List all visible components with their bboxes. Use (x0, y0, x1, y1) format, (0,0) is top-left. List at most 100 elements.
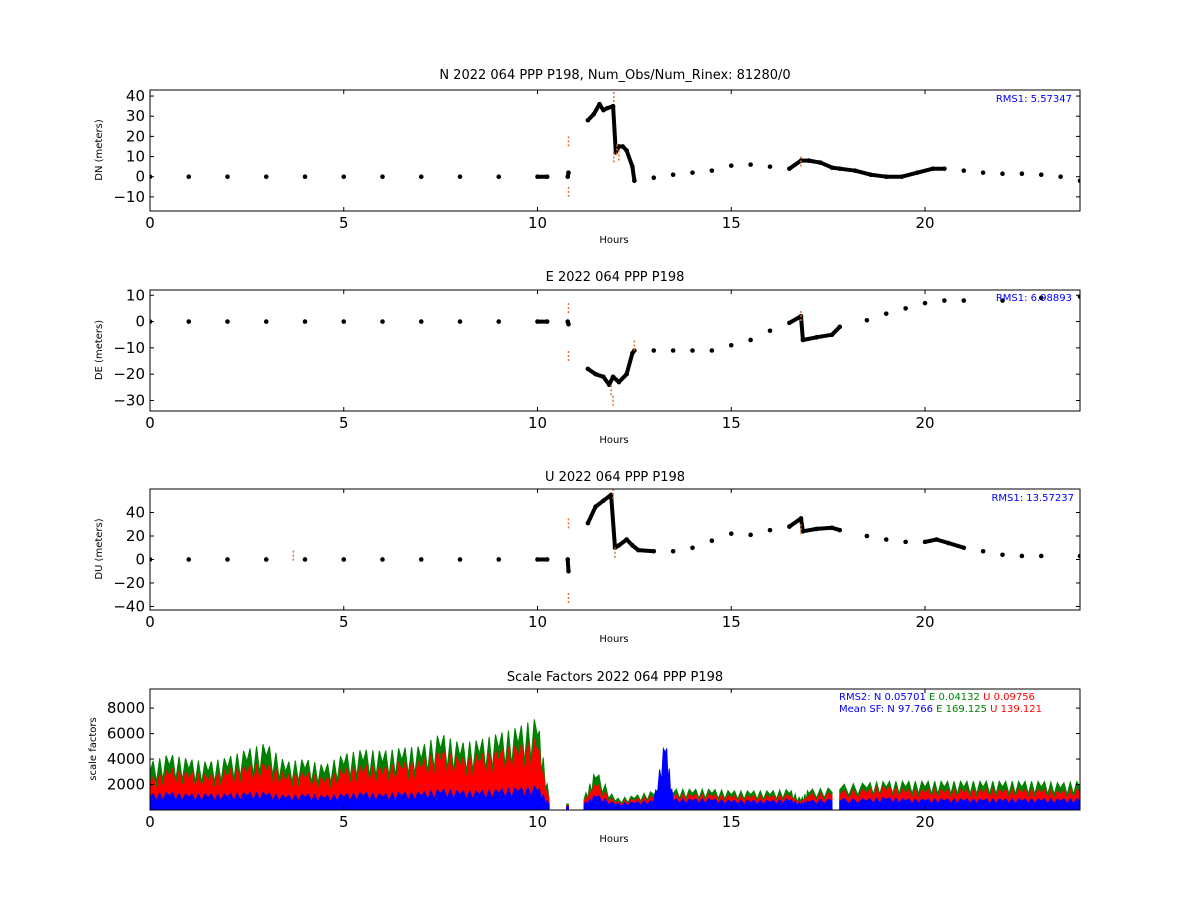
panel-up-point-black (883, 537, 889, 542)
panel-north-point-black (852, 168, 858, 173)
panel-north-point-black (302, 174, 308, 180)
panel-east-point-black (767, 328, 773, 334)
panel-scale-ytick-label: 2000 (107, 776, 145, 794)
panel-scale-marks (150, 719, 1080, 810)
panel-scale-band-blue (566, 805, 569, 810)
panel-north-point-black (341, 174, 347, 180)
panel-up-point-black (922, 539, 928, 545)
panel-east-marks (150, 294, 1080, 406)
panel-up-point-black (798, 516, 804, 521)
panel-scale-title: Scale Factors 2022 064 PPP P198 (507, 670, 723, 685)
panel-up-xlabel: Hours (599, 634, 628, 645)
panel-east-point-black (263, 319, 269, 324)
panel-east-ylabel: DE (meters) (94, 320, 105, 380)
panel-up-point-black (837, 527, 843, 533)
panel-scale-ytick-label: 6000 (107, 725, 145, 743)
panel-east-ticks: 0 5 10 15 20 10 0 −10 −20 −30 (113, 286, 1080, 432)
panel-east-point-black (593, 371, 598, 377)
legend-line: RMS2: N 0.05701 E 0.04132 U 0.09756 (839, 692, 1035, 703)
panel-east-ytick-label: 0 (135, 313, 145, 331)
panel-up-point-black (787, 524, 792, 529)
panel-north-point-black (1038, 172, 1044, 177)
legend-entry: Mean SF: N 97.766 (839, 704, 933, 715)
panel-north-frame (149, 89, 1081, 212)
panel-east-point-black (903, 306, 908, 311)
panel-east-point-black (942, 298, 947, 303)
panel-up-point-black (961, 545, 967, 551)
panel-north-point-black (225, 174, 230, 180)
panel-north-ytick-label: 30 (126, 107, 145, 125)
panel-up-point-black (635, 547, 641, 553)
panel-east-rms: RMS1: 6.98893 (996, 293, 1072, 304)
panel-up-point-black (225, 557, 230, 562)
panel-north-point-black (380, 174, 385, 180)
panel-up-point-black (341, 557, 347, 562)
panel-north-point-black (961, 168, 967, 173)
panel-north-point-black (914, 170, 920, 175)
panel-east-point-black (601, 374, 606, 380)
panel-east-point-black (610, 374, 616, 380)
panel-east-point-black (829, 332, 835, 338)
panel-north-point-black (535, 174, 540, 180)
panel-scale-band-blue (839, 796, 1080, 810)
panel-north-point-black (1000, 171, 1005, 176)
panel-up-marks (150, 489, 1081, 603)
panel-up-point-black (670, 548, 676, 554)
panel-east-xlabel: Hours (599, 435, 628, 446)
legend-line: Mean SF: N 97.766 E 169.125 U 139.121 (839, 704, 1042, 715)
panel-up-point-black (829, 525, 835, 531)
panel-scale-xtick-label: 0 (145, 813, 155, 831)
panel-east-point-black (800, 337, 806, 343)
panel-north-point-black (601, 107, 606, 113)
panel-up-point-black (748, 532, 753, 538)
panel-east-xtick-label: 15 (722, 414, 741, 432)
panel-north-point-black (930, 166, 936, 171)
legend-entry: RMS2: N 0.05701 (839, 692, 926, 703)
panel-north-ylabel: DN (meters) (94, 119, 105, 181)
panel-up-xtick-label: 10 (528, 613, 547, 631)
panel-up-ylabel: DU (meters) (94, 518, 105, 579)
panel-east-point-black (544, 319, 550, 324)
panel-north-point-black (837, 166, 843, 171)
panel-east: E 2022 064 PPP P198 DE (meters) Hours RM… (94, 270, 1081, 446)
panel-up-point-black (601, 498, 606, 504)
panel-east-point-black (748, 337, 753, 343)
panel-north-point-black (186, 174, 192, 180)
legend-entry: U 0.09756 (980, 692, 1035, 703)
panel-up-point-black (624, 537, 629, 542)
panel-north-point-black (632, 178, 637, 184)
panel-up-xtick-label: 20 (915, 613, 934, 631)
panel-up-point-black (980, 548, 986, 554)
panel-east-point-black (380, 319, 385, 324)
panel-north-xtick-label: 0 (145, 214, 155, 232)
panel-up-point-black (934, 537, 939, 542)
panel-north-point-black (630, 164, 635, 169)
panel-up-xtick-label: 5 (339, 613, 349, 631)
panel-north-point-black (616, 144, 622, 149)
panel-east-point-black (566, 321, 571, 327)
panel-north-point-black (806, 158, 812, 163)
panel-north-point-black (670, 172, 676, 177)
panel-scale-xtick-label: 10 (528, 813, 547, 831)
panel-east-point-black (690, 348, 695, 353)
panel-up-trace-black (538, 495, 1081, 571)
panel-north-point-black (767, 164, 773, 169)
panel-up-point-black (651, 548, 657, 554)
panel-north-point-black (624, 148, 629, 153)
panel-up-point-black (616, 543, 622, 548)
panel-north-point-black (748, 162, 753, 167)
panel-north-point-black (1077, 178, 1080, 184)
panel-north-title: N 2022 064 PPP P198, Num_Obs/Num_Rinex: … (439, 68, 790, 83)
panel-north-point-black (585, 117, 591, 123)
panel-up-point-black (814, 526, 819, 532)
panel-north-ytick-label: 20 (126, 127, 145, 145)
panel-north-point-black (980, 170, 986, 175)
panel-east-point-black (225, 319, 230, 324)
panel-north-point-black (263, 174, 269, 180)
panel-east-point-black (922, 300, 928, 306)
panel-up-point-black (566, 568, 571, 574)
panel-up-rms: RMS1: 13.57237 (991, 493, 1074, 504)
panel-scale-xtick-label: 15 (722, 813, 741, 831)
panel-east-point-black (606, 382, 612, 387)
panel-east-point-black (496, 319, 502, 324)
